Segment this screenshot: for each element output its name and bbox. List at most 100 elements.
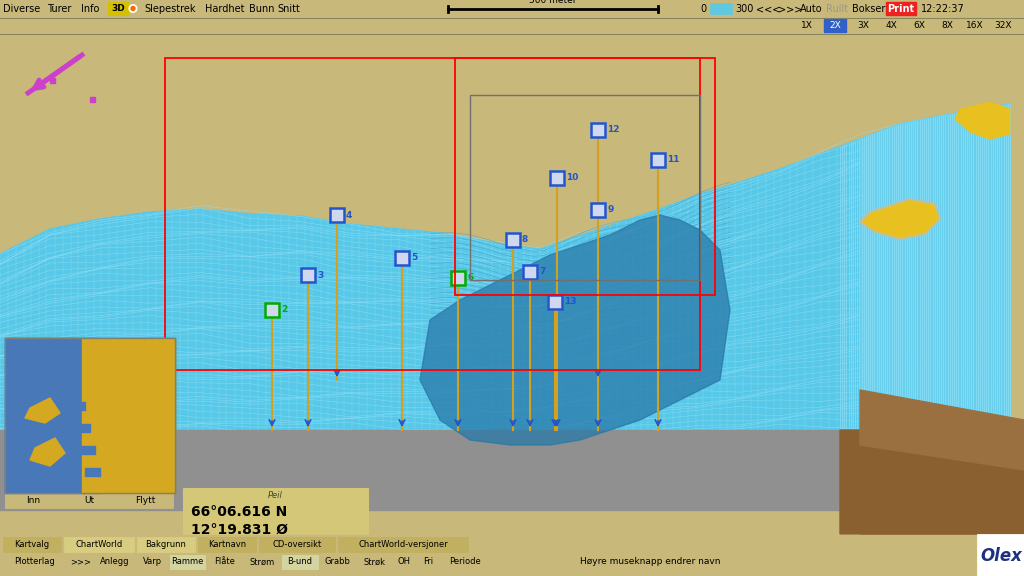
Bar — [470, 95, 700, 280]
Bar — [886, 2, 916, 15]
Bar — [0, 0, 1024, 18]
Text: Bokser: Bokser — [852, 4, 886, 14]
Polygon shape — [955, 102, 1010, 139]
Bar — [455, 58, 715, 295]
Text: Kartnavn: Kartnavn — [208, 540, 246, 549]
Bar — [319, 555, 355, 569]
Bar — [550, 171, 564, 185]
Bar — [3, 555, 66, 569]
Text: 4: 4 — [346, 210, 352, 219]
Text: >>>: >>> — [778, 4, 803, 14]
Bar — [0, 430, 870, 510]
Bar — [207, 555, 243, 569]
Polygon shape — [420, 215, 730, 445]
Text: 7: 7 — [539, 267, 546, 276]
Bar — [591, 123, 605, 137]
Bar — [0, 34, 1024, 534]
Bar — [550, 171, 564, 185]
Bar — [3, 537, 61, 552]
Text: Slepestrek: Slepestrek — [144, 4, 196, 14]
Bar — [451, 271, 465, 285]
Text: Auto: Auto — [800, 4, 822, 14]
Bar — [523, 265, 537, 279]
Bar — [338, 537, 468, 552]
Bar — [395, 251, 409, 265]
Bar — [265, 303, 279, 317]
Text: Strøk: Strøk — [364, 558, 386, 567]
Bar — [61, 493, 117, 508]
Text: OH: OH — [397, 558, 411, 567]
Bar — [50, 78, 55, 83]
Text: 2X: 2X — [829, 21, 841, 31]
Polygon shape — [840, 430, 1024, 534]
Bar — [330, 208, 344, 222]
Bar — [282, 555, 317, 569]
Bar — [442, 555, 488, 569]
Bar — [395, 251, 409, 265]
Text: B-und: B-und — [288, 558, 312, 567]
Text: Grabb: Grabb — [325, 558, 350, 567]
Bar — [506, 233, 520, 247]
Bar — [591, 203, 605, 217]
Bar — [183, 488, 368, 546]
Bar — [5, 338, 98, 493]
Text: 2: 2 — [281, 305, 288, 314]
Text: ChartWorld-versjoner: ChartWorld-versjoner — [358, 540, 447, 549]
Text: 1X: 1X — [801, 21, 813, 31]
Text: 8X: 8X — [941, 21, 953, 31]
Bar — [301, 268, 315, 282]
Bar — [82, 338, 175, 493]
Bar — [94, 555, 135, 569]
Bar — [108, 2, 128, 15]
Bar — [416, 555, 440, 569]
Polygon shape — [0, 104, 1010, 445]
Bar — [265, 303, 279, 317]
Bar — [394, 555, 414, 569]
Bar — [45, 358, 75, 366]
Bar — [0, 18, 1024, 34]
Text: 16X: 16X — [967, 21, 984, 31]
Bar — [651, 153, 665, 167]
Bar — [170, 555, 205, 569]
Text: Flåte: Flåte — [214, 558, 236, 567]
Polygon shape — [860, 390, 1024, 470]
Bar — [198, 537, 256, 552]
Bar — [259, 537, 335, 552]
Text: 3X: 3X — [857, 21, 869, 31]
Text: 11: 11 — [667, 156, 680, 165]
Text: Diverse: Diverse — [3, 4, 40, 14]
Bar — [548, 295, 562, 309]
Text: Ramme: Ramme — [171, 558, 204, 567]
Text: 13: 13 — [564, 297, 577, 306]
Bar — [69, 424, 90, 432]
Bar — [53, 380, 80, 388]
Text: Flytt: Flytt — [135, 496, 156, 505]
Text: 3: 3 — [317, 271, 324, 279]
Text: Hardhet: Hardhet — [205, 4, 245, 14]
Bar — [651, 153, 665, 167]
Bar — [860, 470, 1024, 535]
Text: Inn: Inn — [26, 496, 40, 505]
Polygon shape — [860, 199, 940, 239]
Text: Anlegg: Anlegg — [100, 558, 130, 567]
Text: Høyre museknapp endrer navn: Høyre museknapp endrer navn — [580, 558, 721, 567]
Text: Print: Print — [888, 4, 914, 14]
Text: 12: 12 — [607, 126, 620, 135]
Text: ChartWorld: ChartWorld — [76, 540, 123, 549]
Bar — [591, 123, 605, 137]
Text: Strøm: Strøm — [250, 558, 274, 567]
Bar — [245, 555, 280, 569]
Bar — [523, 265, 537, 279]
Bar — [710, 3, 732, 14]
Bar — [137, 555, 168, 569]
Bar — [0, 535, 1024, 555]
Text: CD-oversikt: CD-oversikt — [272, 540, 322, 549]
Text: 300: 300 — [735, 4, 754, 14]
Polygon shape — [860, 104, 1010, 510]
Text: Fri: Fri — [423, 558, 433, 567]
Bar — [0, 553, 1024, 573]
Text: 5: 5 — [411, 253, 417, 263]
Bar — [548, 295, 562, 309]
Text: Info: Info — [81, 4, 99, 14]
Bar — [330, 208, 344, 222]
